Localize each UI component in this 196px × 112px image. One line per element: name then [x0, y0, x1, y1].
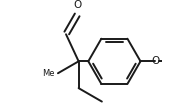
Text: O: O [74, 0, 82, 10]
Text: O: O [151, 56, 160, 66]
Text: Me: Me [42, 69, 54, 79]
